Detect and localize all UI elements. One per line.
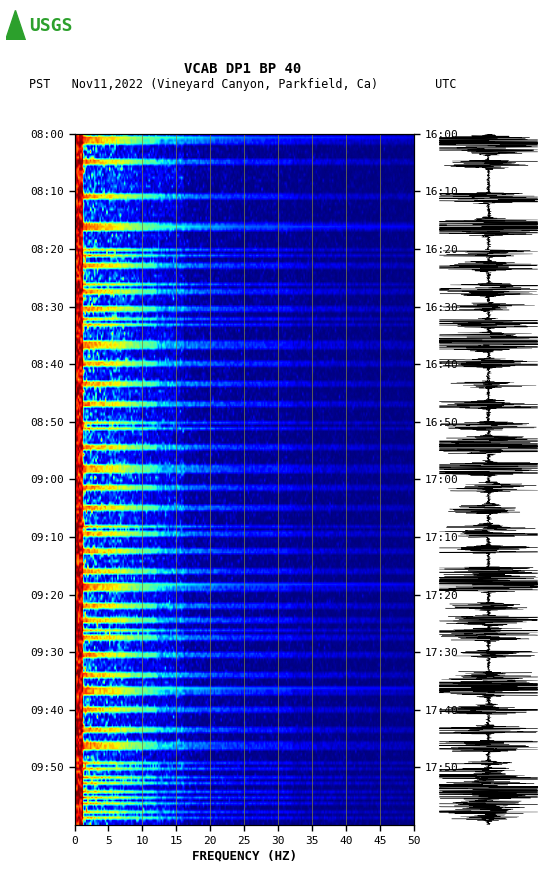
Text: USGS: USGS — [29, 17, 72, 35]
X-axis label: FREQUENCY (HZ): FREQUENCY (HZ) — [192, 850, 297, 863]
Text: PST   Nov11,2022 (Vineyard Canyon, Parkfield, Ca)        UTC: PST Nov11,2022 (Vineyard Canyon, Parkfie… — [29, 78, 457, 91]
Text: VCAB DP1 BP 40: VCAB DP1 BP 40 — [184, 62, 301, 76]
Polygon shape — [6, 11, 25, 40]
